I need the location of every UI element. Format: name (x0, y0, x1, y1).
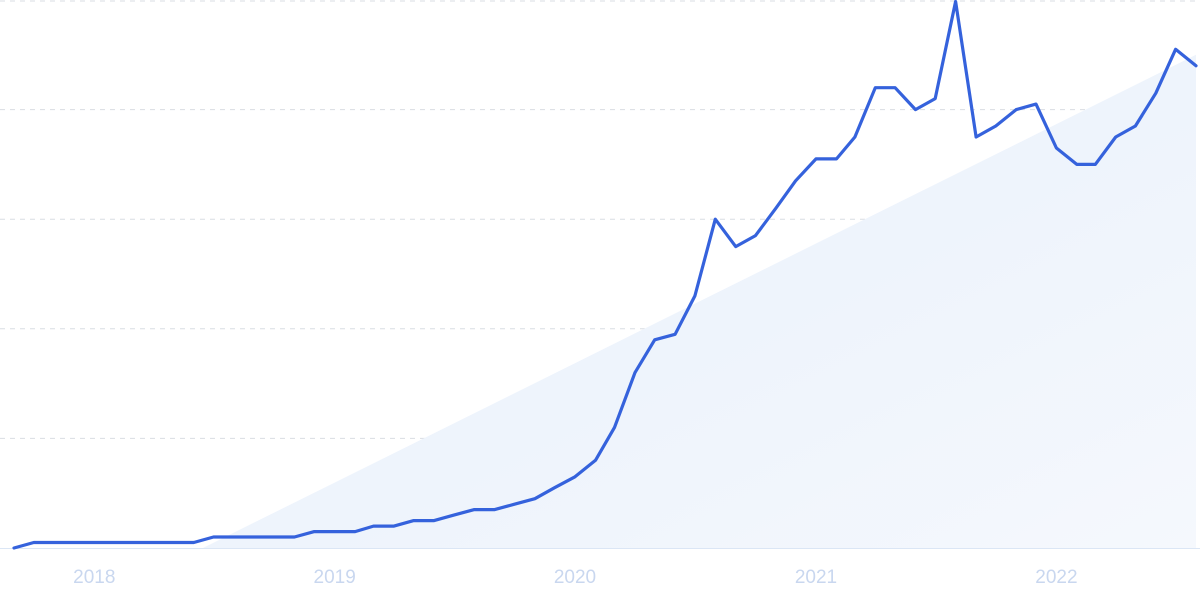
data-point-48 (975, 135, 978, 138)
data-point-14 (293, 535, 296, 538)
data-point-41 (835, 157, 838, 160)
data-point-58 (1174, 48, 1177, 51)
data-point-24 (493, 508, 496, 511)
data-point-51 (1034, 103, 1037, 106)
x-tick-label-2018: 2018 (73, 567, 115, 588)
data-point-21 (433, 519, 436, 522)
series-line (12, 0, 1198, 550)
data-point-3 (72, 541, 75, 544)
data-point-17 (354, 530, 357, 533)
data-point-53 (1075, 163, 1078, 166)
data-point-38 (774, 207, 777, 210)
data-point-40 (814, 157, 817, 160)
data-point-37 (754, 234, 757, 237)
data-point-59 (1194, 64, 1197, 67)
data-point-15 (313, 530, 316, 533)
data-point-26 (533, 497, 536, 500)
x-tick-label-2022: 2022 (1035, 567, 1077, 588)
data-point-10 (212, 535, 215, 538)
data-point-29 (594, 459, 597, 462)
data-point-35 (714, 218, 717, 221)
data-point-13 (273, 535, 276, 538)
data-point-27 (553, 486, 556, 489)
data-point-11 (232, 535, 235, 538)
data-point-45 (914, 108, 917, 111)
data-point-12 (253, 535, 256, 538)
data-point-6 (132, 541, 135, 544)
data-point-39 (794, 179, 797, 182)
data-point-34 (693, 294, 696, 297)
data-point-49 (994, 124, 997, 127)
data-point-42 (853, 135, 856, 138)
data-point-0 (12, 546, 15, 549)
data-point-8 (172, 541, 175, 544)
data-point-44 (894, 86, 897, 89)
data-point-32 (653, 338, 656, 341)
data-point-46 (934, 97, 937, 100)
data-point-7 (152, 541, 155, 544)
data-point-52 (1055, 146, 1058, 149)
data-point-54 (1094, 163, 1097, 166)
x-tick-label-2021: 2021 (795, 567, 837, 588)
data-point-1 (32, 541, 35, 544)
data-point-28 (573, 475, 576, 478)
data-point-50 (1015, 108, 1018, 111)
data-point-9 (192, 541, 195, 544)
data-point-5 (113, 541, 116, 544)
data-point-43 (874, 86, 877, 89)
data-point-18 (372, 525, 375, 528)
x-tick-label-2020: 2020 (554, 567, 596, 588)
data-point-30 (613, 426, 616, 429)
data-point-55 (1114, 135, 1117, 138)
x-axis-ticks: 2018 2019 2020 2021 2022 (73, 567, 1077, 588)
data-point-20 (412, 519, 415, 522)
data-point-23 (473, 508, 476, 511)
data-point-19 (392, 525, 395, 528)
x-tick-label-2019: 2019 (314, 567, 356, 588)
data-point-33 (674, 333, 677, 336)
trend-area (202, 54, 1197, 549)
data-point-4 (93, 541, 96, 544)
data-point-47 (954, 0, 957, 3)
data-point-31 (633, 371, 636, 374)
data-point-25 (513, 503, 516, 506)
data-point-22 (452, 514, 455, 517)
data-point-2 (53, 541, 56, 544)
data-point-16 (333, 530, 336, 533)
data-point-56 (1134, 124, 1137, 127)
data-point-57 (1154, 92, 1157, 95)
data-point-36 (734, 245, 737, 248)
